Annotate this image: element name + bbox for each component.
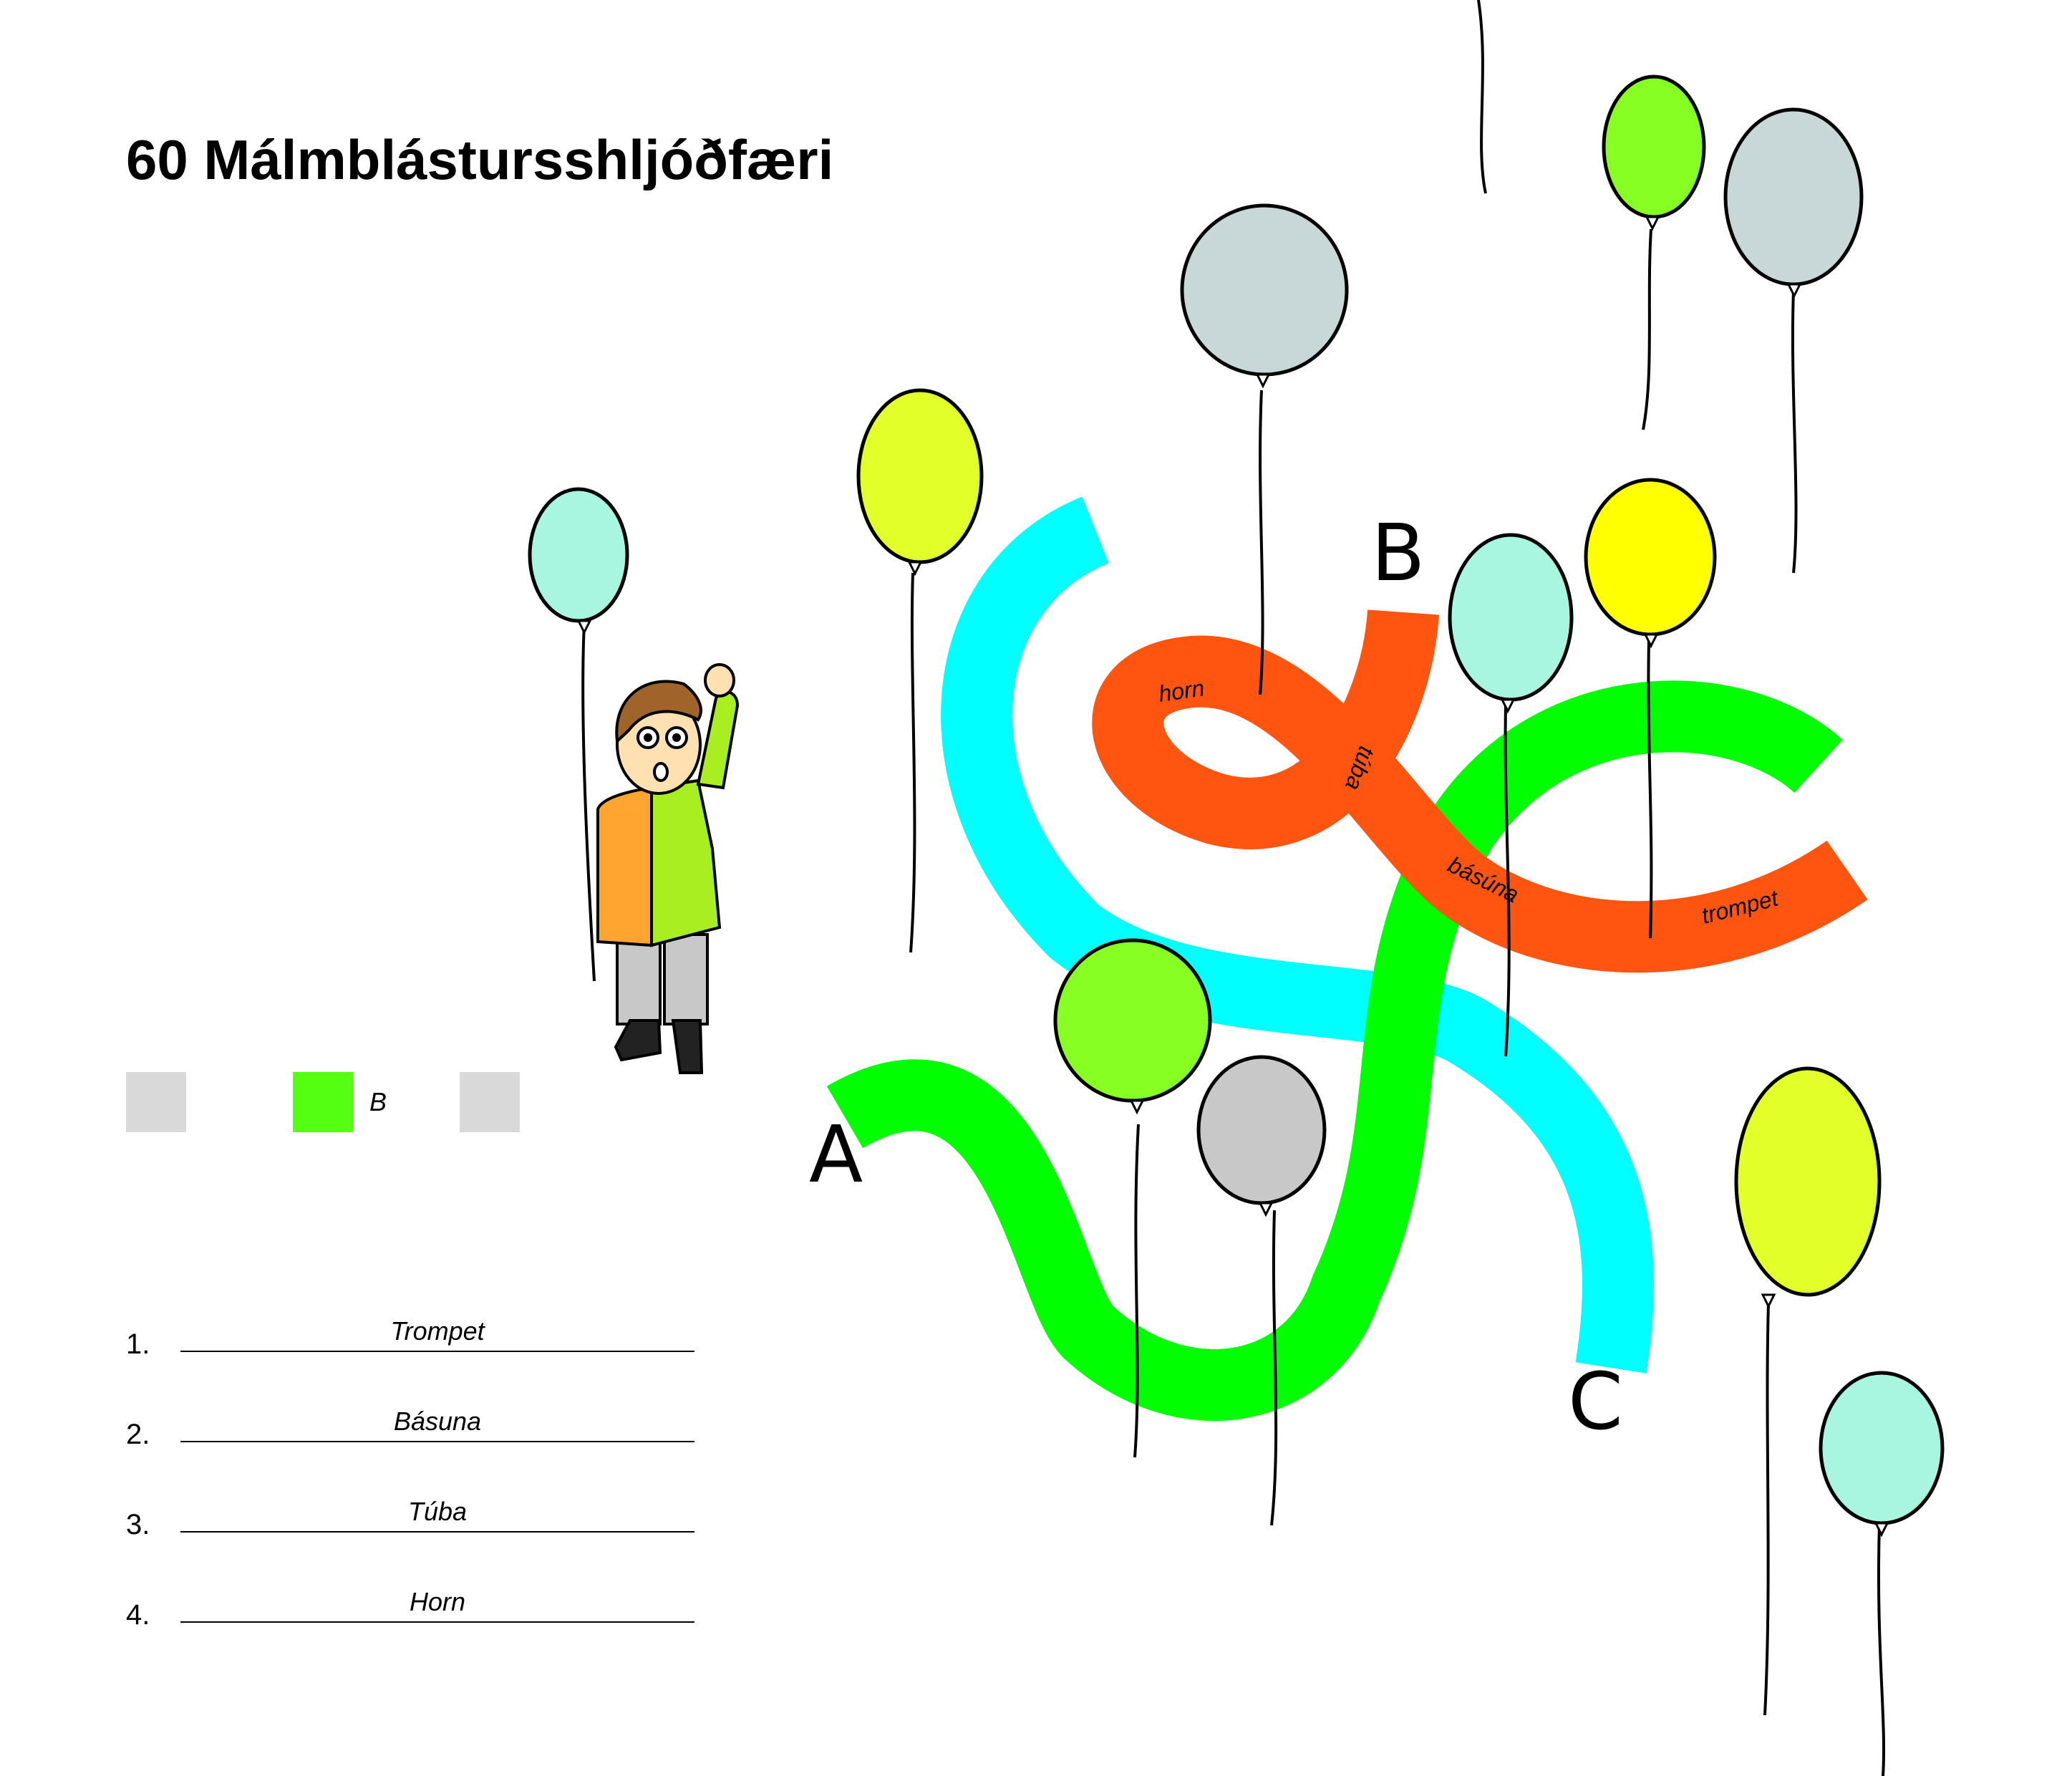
answer-number: 4.	[126, 1599, 150, 1631]
ribbon-c	[941, 496, 1654, 1374]
balloon	[1053, 938, 1212, 1103]
balloon	[1723, 107, 1864, 286]
answer-number: 1.	[126, 1328, 150, 1360]
ribbon-end-c: C	[1568, 1356, 1623, 1447]
answer-text[interactable]: Trompet	[390, 1316, 485, 1346]
balloon-knots	[576, 216, 1889, 1538]
answer-row-2: 2. Básuna	[126, 1394, 699, 1451]
answer-row-3: 3. Túba	[126, 1484, 699, 1541]
balloon	[1448, 533, 1574, 702]
answer-number: 3.	[126, 1509, 150, 1540]
balloon	[1602, 74, 1706, 219]
balloons	[528, 74, 1945, 1525]
balloon	[856, 388, 984, 564]
ribbon-end-a: A	[809, 1109, 863, 1200]
answer-box-2-label: B	[369, 1087, 387, 1116]
answer-box-2[interactable]	[293, 1072, 353, 1132]
balloon	[1584, 478, 1717, 637]
ribbon-label-horn: horn	[1157, 675, 1206, 707]
answer-box-3[interactable]	[460, 1072, 520, 1132]
page-title: 60 Málmblástursshljóðfæri	[126, 128, 834, 191]
answer-line	[180, 1351, 694, 1352]
balloon-strings	[581, 0, 1886, 1776]
balloon	[1819, 1371, 1945, 1525]
ribbon-end-b: B	[1371, 507, 1425, 599]
answer-line	[180, 1621, 694, 1623]
answer-text[interactable]: Básuna	[393, 1406, 482, 1436]
balloon	[528, 487, 629, 623]
answer-number: 2.	[126, 1419, 150, 1450]
answer-box-1[interactable]	[126, 1072, 186, 1132]
balloon	[1734, 1066, 1882, 1297]
answer-line	[180, 1531, 694, 1533]
answer-row-1: 1. Trompet	[126, 1303, 699, 1361]
balloon	[1196, 1055, 1327, 1205]
answer-text[interactable]: Horn	[409, 1587, 466, 1616]
answer-line	[180, 1441, 694, 1442]
answer-text[interactable]: Túba	[407, 1497, 468, 1526]
ribbon-a	[826, 680, 1843, 1421]
answer-row-4: 4. Horn	[126, 1574, 699, 1631]
child-figure	[596, 663, 740, 1074]
ribbon-b	[1092, 609, 1868, 973]
balloon	[1180, 203, 1349, 377]
